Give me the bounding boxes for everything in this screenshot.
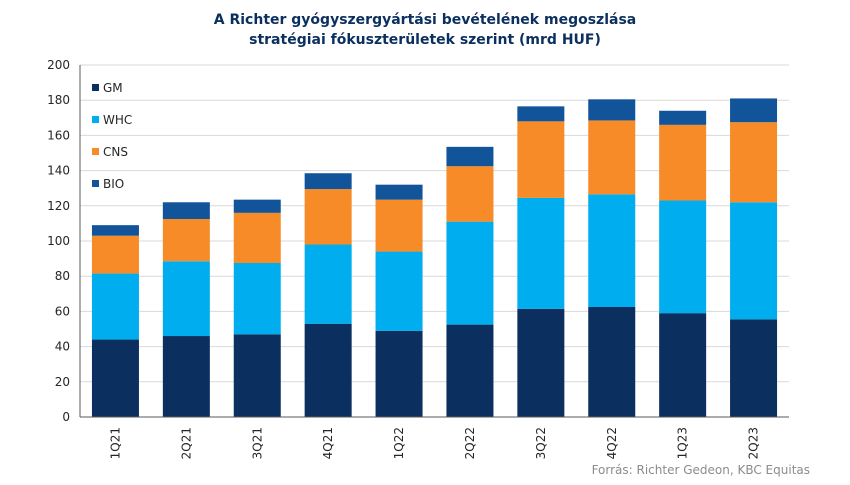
bar-cns-1q22 [375,199,423,252]
y-tick-label: 80 [55,269,70,283]
legend-swatch-cns [92,148,99,155]
legend-label-bio: BIO [103,177,124,191]
legend-swatch-bio [92,180,99,187]
bar-gm-4q22 [588,307,636,417]
bars [91,98,778,417]
bar-whc-4q21 [304,244,352,324]
y-tick-label: 20 [55,375,70,389]
bar-gm-2q21 [162,336,210,417]
bar-whc-1q22 [375,251,423,331]
legend-label-gm: GM [103,81,123,95]
bar-gm-1q22 [375,330,423,417]
source-note: Forrás: Richter Gedeon, KBC Equitas [591,463,810,477]
y-tick-label: 0 [62,410,70,424]
legend-swatch-whc [92,116,99,123]
bar-whc-2q22 [446,221,494,325]
y-tick-label: 120 [47,199,70,213]
axes [79,65,789,418]
x-tick-label: 4Q22 [605,427,619,459]
bar-bio-2q21 [162,202,210,219]
bar-cns-1q21 [91,235,139,274]
bar-cns-2q22 [446,166,494,222]
legend-swatch-gm [92,84,99,91]
bar-bio-3q22 [517,106,565,122]
bar-gm-3q21 [233,334,281,417]
x-tick-label: 1Q23 [676,427,690,459]
bar-bio-1q22 [375,184,423,200]
x-axis-tick-labels: 1Q21 2Q21 3Q21 4Q21 1Q22 2Q22 3Q22 4Q22 1Q23 2Q23 [108,427,760,459]
bar-gm-1q23 [659,313,707,417]
x-tick-label: 2Q21 [179,427,193,459]
bar-bio-3q21 [233,199,281,213]
x-tick-label: 3Q22 [534,427,548,459]
bar-bio-1q21 [91,225,139,236]
bar-cns-1q23 [659,124,707,201]
y-tick-label: 160 [47,128,70,142]
y-tick-label: 200 [47,58,70,72]
bar-cns-4q21 [304,189,352,245]
bar-bio-4q21 [304,173,352,190]
bar-gm-4q21 [304,323,352,417]
chart-title: A Richter gyógyszergyártási bevételének … [0,10,850,50]
y-axis-tick-labels: 0 20 40 60 80 100 120 140 160 180 200 [47,58,70,424]
x-tick-label: 2Q22 [463,427,477,459]
bar-whc-2q23 [730,202,778,320]
bar-bio-4q22 [588,99,636,121]
x-tick-label: 3Q21 [250,427,264,459]
x-tick-label: 1Q21 [108,427,122,459]
bar-cns-2q23 [730,122,778,203]
bar-whc-1q21 [91,273,139,340]
x-tick-label: 2Q23 [747,427,761,459]
bar-whc-2q21 [162,261,210,337]
x-tick-label: 4Q21 [321,427,335,459]
bar-cns-4q22 [588,120,636,195]
chart-title-line-1: A Richter gyógyszergyártási bevételének … [213,12,637,28]
bar-gm-3q22 [517,308,565,417]
legend: GM WHC CNS BIO [92,81,132,191]
bar-gm-2q23 [730,319,778,417]
x-tick-label: 1Q22 [392,427,406,459]
bar-cns-3q22 [517,121,565,198]
bar-bio-1q23 [659,110,707,125]
bar-whc-1q23 [659,200,707,314]
legend-label-whc: WHC [103,113,132,127]
bar-bio-2q23 [730,98,778,123]
y-tick-label: 180 [47,93,70,107]
bar-gm-1q21 [91,339,139,417]
chart-title-line-2: stratégiai fókuszterületek szerint (mrd … [249,32,601,48]
bar-cns-2q21 [162,219,210,262]
y-tick-label: 140 [47,164,70,178]
bar-bio-2q22 [446,146,494,167]
y-tick-label: 60 [55,304,70,318]
bar-cns-3q21 [233,212,281,263]
bar-whc-3q21 [233,263,281,335]
y-tick-label: 100 [47,234,70,248]
bar-whc-3q22 [517,197,565,309]
y-tick-label: 40 [55,340,70,354]
legend-label-cns: CNS [103,145,128,159]
bar-gm-2q22 [446,324,494,417]
bar-whc-4q22 [588,194,636,307]
